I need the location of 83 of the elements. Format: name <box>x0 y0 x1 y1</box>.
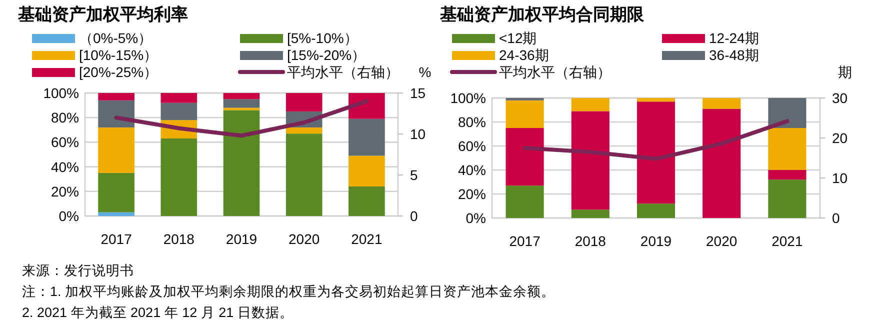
y2-tick-label: 0 <box>832 210 840 226</box>
bar <box>768 180 806 218</box>
y2-axis-title: 期 <box>838 64 852 80</box>
bar <box>286 127 322 134</box>
y-tick-label: 80% <box>50 110 79 126</box>
bar <box>571 210 610 218</box>
y-tick-label: 80% <box>458 114 486 130</box>
y-tick-label: 20% <box>458 186 486 202</box>
x-tick-label: 2019 <box>640 233 672 249</box>
bar <box>160 93 198 103</box>
bar <box>348 156 385 186</box>
y-tick-label: 100% <box>43 85 79 101</box>
bar <box>160 102 198 120</box>
y-tick-label: 0% <box>466 210 486 226</box>
y-tick-label: 100% <box>450 90 486 106</box>
bar <box>636 102 676 204</box>
bar <box>636 204 676 218</box>
x-tick-label: 2017 <box>509 233 541 249</box>
bar <box>348 186 385 216</box>
source-note: 来源：发行说明书 <box>22 263 134 278</box>
y2-tick-label: 30 <box>832 90 848 106</box>
bar <box>702 108 741 218</box>
y2-tick-label: 15 <box>410 85 426 101</box>
legend-label: 24-36期 <box>499 47 549 63</box>
legend-label: 36-48期 <box>709 47 759 63</box>
y-tick-label: 20% <box>50 183 79 200</box>
bar <box>571 111 610 210</box>
x-tick-label: 2020 <box>706 233 738 249</box>
y-tick-label: 0% <box>58 208 79 224</box>
x-tick-label: 2019 <box>226 231 258 247</box>
legend-label: [20%-25%） <box>79 64 158 80</box>
bar <box>98 127 134 173</box>
legend-label: 12-24期 <box>709 30 759 46</box>
bar <box>223 99 260 108</box>
bar <box>348 93 385 119</box>
bar <box>571 98 610 112</box>
y-tick-label: 60% <box>50 134 79 150</box>
legend-label: [10%-15%） <box>79 47 158 63</box>
bar <box>223 93 260 100</box>
bar <box>223 110 260 216</box>
y2-tick-label: 5 <box>410 167 418 183</box>
bar <box>506 100 544 128</box>
bar <box>98 93 134 100</box>
x-tick-label: 2018 <box>574 233 606 249</box>
x-tick-label: 2021 <box>772 233 803 249</box>
line-series <box>114 99 369 138</box>
y2-tick-label: 20 <box>832 130 848 146</box>
bar <box>702 98 741 109</box>
bar <box>98 212 134 216</box>
text: 注：1. 加权平均账龄及加权平均剩余期限的权重为各交易初始起算日资产池本金余额。 <box>22 284 556 299</box>
text: 2. 2021 年为截至 2021 年 12 月 21 日数据。 <box>22 305 294 320</box>
y-tick-label: 60% <box>458 138 486 154</box>
bar <box>506 128 544 186</box>
y2-tick-label: 10 <box>832 170 848 186</box>
legend-label: [5%-10%） <box>287 30 358 46</box>
legend-label: [15%-20%） <box>287 47 366 63</box>
legend-label: <12期 <box>499 30 537 46</box>
bar <box>768 98 806 128</box>
y2-axis-title: % <box>418 64 432 80</box>
x-tick-label: 2017 <box>100 231 132 247</box>
bar <box>348 118 385 156</box>
y2-tick-label: 10 <box>410 126 426 142</box>
bar <box>286 93 322 112</box>
bar <box>768 128 806 170</box>
x-tick-label: 2021 <box>351 231 382 247</box>
bar <box>286 134 322 216</box>
bar <box>98 100 134 128</box>
legend-label: （0%-5%） <box>79 30 152 46</box>
x-tick-label: 2018 <box>163 231 195 247</box>
bar <box>160 138 198 216</box>
chart-title: 基础资产加权平均利率 <box>17 5 188 24</box>
bar <box>768 170 806 180</box>
bar <box>636 98 676 102</box>
y-tick-label: 40% <box>458 162 486 178</box>
y2-tick-label: 0 <box>410 208 418 224</box>
x-tick-label: 2020 <box>288 231 320 247</box>
legend-label: 平均水平（右轴） <box>287 64 399 80</box>
legend-label: 平均水平（右轴） <box>499 64 611 80</box>
chart-title: 基础资产加权平均合同期限 <box>439 5 645 24</box>
bar <box>506 186 544 218</box>
line-series <box>522 119 790 161</box>
y-tick-label: 40% <box>50 158 79 175</box>
bar <box>98 172 134 212</box>
